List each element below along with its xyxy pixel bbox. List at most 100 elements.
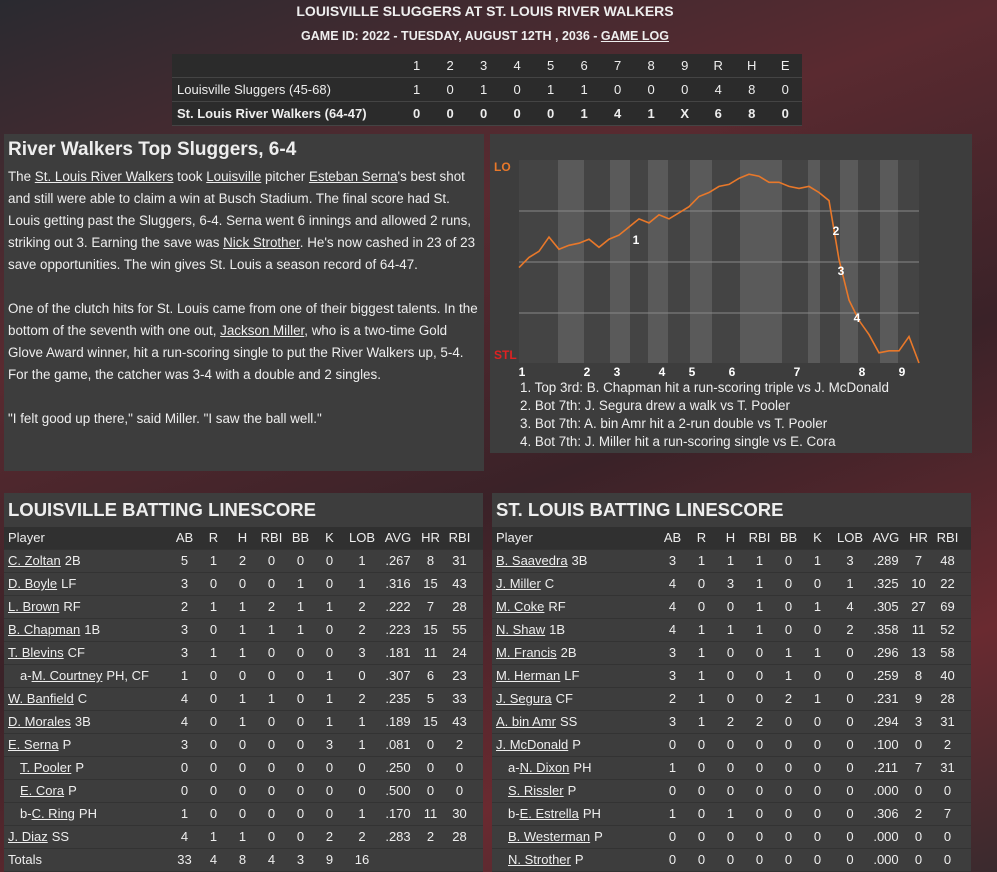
link[interactable]: Louisville [206, 169, 262, 184]
player-link[interactable]: M. Francis [496, 645, 557, 660]
stat: 0 [726, 737, 735, 752]
stat: 43 [452, 576, 467, 591]
stat: .189 [385, 714, 411, 729]
stat: .100 [873, 737, 899, 752]
stat: 0 [784, 806, 793, 821]
player-link[interactable]: J. Segura [496, 691, 552, 706]
stat: 48 [940, 553, 955, 568]
game-log-link[interactable]: GAME LOG [600, 29, 669, 43]
stat: 1 [813, 645, 822, 660]
player-link[interactable]: N. Shaw [496, 622, 546, 637]
stat: 1 [726, 622, 735, 637]
stat: 4 [180, 714, 189, 729]
player-link[interactable]: E. Estrella [519, 806, 579, 821]
link[interactable]: St. Louis River Walkers [34, 169, 174, 184]
link[interactable]: Jackson Miller [220, 323, 305, 338]
cell: 1 [580, 106, 588, 121]
stat: 0 [697, 806, 706, 821]
stat: 3 [726, 576, 735, 591]
link[interactable]: Nick Strother [223, 235, 300, 250]
player-link[interactable]: C. Zoltan [8, 553, 61, 568]
cell: 0 [513, 106, 521, 121]
position: P [75, 760, 84, 775]
stat: 0 [846, 852, 854, 867]
stat: 0 [267, 783, 276, 798]
player-link[interactable]: M. Coke [496, 599, 545, 614]
player-link[interactable]: B. Westerman [508, 829, 591, 844]
column-header: LOB [348, 530, 375, 545]
stat: .000 [873, 829, 899, 844]
player-link[interactable]: T. Blevins [8, 645, 64, 660]
position: 3B [74, 714, 91, 729]
column-header: AB [175, 530, 194, 545]
win-chart-panel: LO STL 1 2 3 4 5 6 7 8 9 1 2 3 4 1. Top 3rd: B. Chapm… [490, 134, 972, 453]
player-link[interactable]: N. Strother [508, 852, 571, 867]
event-marker: 2 [833, 224, 840, 238]
player-link[interactable]: N. Dixon [519, 760, 570, 775]
stat: 0 [238, 668, 247, 683]
stat: 1 [325, 668, 334, 683]
player-link[interactable]: E. Cora [20, 783, 65, 798]
cell: 8 [748, 82, 756, 97]
column-header: K [325, 530, 334, 545]
player-link[interactable]: B. Saavedra [496, 553, 568, 568]
player-link[interactable]: J. Diaz [8, 829, 48, 844]
stat: 0 [914, 783, 923, 798]
player-row: A. bin Amr SS 3 1 2 2 0 0 0.294 3 31 [492, 711, 971, 734]
player-cell: B. Westerman P [492, 826, 658, 848]
grid [519, 210, 919, 314]
player-link[interactable]: J. Miller [496, 576, 541, 591]
stat: 0 [697, 576, 706, 591]
player-link[interactable]: L. Brown [8, 599, 60, 614]
column-header: 4 [513, 58, 521, 73]
cell: 1 [547, 82, 555, 97]
cell: 0 [781, 106, 789, 121]
player-link[interactable]: E. Serna [8, 737, 59, 752]
stat: 8 [238, 852, 247, 867]
stat: 1 [668, 760, 677, 775]
column-header: 3 [479, 58, 488, 73]
stat: 1 [180, 668, 189, 683]
stat: .250 [385, 760, 411, 775]
stat: .235 [385, 691, 411, 706]
stat: 0 [209, 737, 218, 752]
stat: 0 [726, 599, 735, 614]
stat: 0 [358, 783, 366, 798]
stat: 15 [423, 622, 438, 637]
stat: 0 [846, 806, 854, 821]
inning-label: 6 [729, 365, 736, 379]
stat: 3 [296, 852, 305, 867]
stat: 0 [325, 645, 334, 660]
player-link[interactable]: A. bin Amr [496, 714, 556, 729]
stat: .307 [385, 668, 411, 683]
team-name: Louisville Sluggers (45-68) [177, 82, 331, 97]
stat: 0 [325, 760, 334, 775]
column-header: H [747, 58, 757, 73]
position: LF [564, 668, 580, 683]
event-legend: 2. Bot 7th: J. Segura drew a walk vs T. … [520, 398, 790, 413]
column-header: AVG [872, 530, 900, 545]
sub-prefix: a- [20, 668, 32, 683]
inning-label: 1 [519, 365, 526, 379]
stat: 1 [358, 714, 366, 729]
player-link[interactable]: D. Morales [8, 714, 71, 729]
player-link[interactable]: S. Rissler [508, 783, 564, 798]
player-link[interactable]: W. Banfield [8, 691, 74, 706]
inning-label: 3 [614, 365, 621, 379]
cell: 0 [547, 106, 555, 121]
stat: 0 [914, 737, 923, 752]
player-link[interactable]: D. Boyle [8, 576, 58, 591]
player-link[interactable]: B. Chapman [8, 622, 81, 637]
stat: 0 [426, 737, 435, 752]
player-cell: b-E. Estrella PH [492, 803, 658, 825]
stat: 11 [423, 645, 438, 660]
stat: 2 [358, 599, 366, 614]
player-link[interactable]: M. Courtney [31, 668, 103, 683]
stat: 1 [755, 622, 764, 637]
stat: 0 [784, 599, 793, 614]
link[interactable]: Esteban Serna [308, 169, 398, 184]
player-link[interactable]: J. McDonald [496, 737, 569, 752]
player-link[interactable]: M. Herman [496, 668, 561, 683]
player-link[interactable]: T. Pooler [20, 760, 72, 775]
player-link[interactable]: C. Ring [31, 806, 75, 821]
